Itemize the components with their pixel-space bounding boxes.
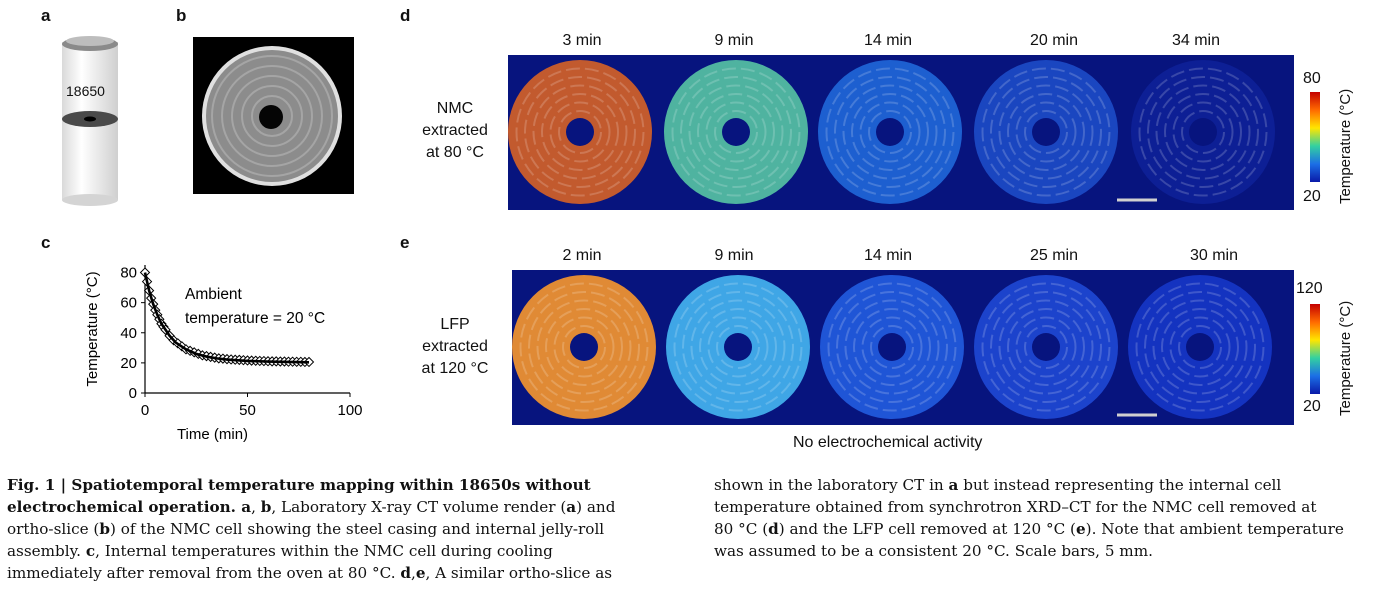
nmc-row-label-line: at 80 °C [426,144,484,161]
lfp-maps-svg [512,275,1272,419]
lfp-time-label: 30 min [1189,247,1239,264]
x-axis-label: Time (min) [177,426,248,443]
lfp-time-label: 9 min [714,247,754,264]
nmc-colorbar-max: 80 [1303,70,1321,87]
nmc-time-label: 34 min [1171,32,1221,49]
lfp-row-label: LFP extracted at 120 °C [405,314,505,380]
panel-label-e: e [400,233,410,252]
nmc-time-label: 20 min [1029,32,1079,49]
temperature-map-disc [1128,275,1272,419]
y-tick-label: 80 [120,265,137,282]
temperature-map-disc [1131,60,1275,204]
ambient-annotation: temperature = 20 °C [185,310,325,327]
caption-line: Fig. 1 | Spatiotemporal temperature mapp… [7,476,591,494]
cell-label: 18650 [66,83,105,99]
caption-line: assembly. c, Internal temperatures withi… [7,542,553,560]
panel-label-b: b [176,6,187,25]
nmc-row-label-line: extracted [422,122,488,139]
nmc-temperature-maps [508,55,1294,210]
caption-line: 80 °C (d) and the LFP cell removed at 12… [714,520,1344,538]
caption-left: Fig. 1 | Spatiotemporal temperature mapp… [7,474,657,584]
caption-line: shown in the laboratory CT in a but inst… [714,476,1282,494]
lfp-time-label: 2 min [562,247,602,264]
lfp-time-label: 25 min [1029,247,1079,264]
lfp-time-label: 14 min [863,247,913,264]
lfp-temperature-maps [512,270,1294,425]
y-tick-label: 20 [120,355,137,372]
caption-line: was assumed to be a consistent 20 °C. Sc… [714,542,1153,560]
caption-line: ortho-slice (b) of the NMC cell showing … [7,520,605,538]
nmc-row-label: NMC extracted at 80 °C [405,98,505,164]
y-tick-label: 0 [129,385,137,402]
nmc-time-label: 14 min [863,32,913,49]
panel-label-d: d [400,6,411,25]
ambient-annotation: Ambient [185,286,243,303]
panel-label-a: a [41,6,51,25]
ortho-slice-image [193,37,354,194]
temperature-map-disc [974,275,1118,419]
temperature-map-disc [512,275,656,419]
lfp-row-label-line: extracted [422,338,488,355]
lfp-footer-text: No electrochemical activity [793,434,983,451]
lfp-row-label-line: LFP [440,316,470,333]
nmc-colorbar [1310,92,1320,182]
x-tick-label: 50 [239,402,256,419]
temperature-map-disc [820,275,964,419]
x-tick-label: 0 [141,402,149,419]
caption-line: immediately after removal from the oven … [7,564,613,582]
lfp-colorbar-min: 20 [1303,398,1321,415]
caption-right: shown in the laboratory CT in a but inst… [714,474,1364,562]
temperature-map-disc [666,275,810,419]
cooling-chart: 0 20 40 60 80 0 50 100 Time (min) Temperature (°C… [84,265,363,443]
nmc-colorbar-min: 20 [1303,188,1321,205]
y-tick-label: 40 [120,325,137,342]
temperature-map-disc [974,60,1118,204]
nmc-row-label-line: NMC [436,100,474,117]
nmc-time-label: 9 min [714,32,754,49]
temperature-map-disc [818,60,962,204]
nmc-colorbar-title: Temperature (°C) [1337,88,1354,204]
temperature-map-disc [664,60,808,204]
y-tick-label: 60 [120,295,137,312]
cell-render-image [62,36,118,206]
lfp-colorbar [1310,304,1320,394]
lfp-colorbar-max: 120 [1296,280,1323,297]
fit-line [143,272,310,364]
nmc-time-label: 3 min [562,32,602,49]
lfp-colorbar-title: Temperature (°C) [1337,300,1354,416]
lfp-row-label-line: at 120 °C [421,360,489,377]
nmc-maps-svg [508,60,1275,204]
temperature-map-disc [508,60,652,204]
caption-line: electrochemical operation. a, b, Laborat… [7,498,616,516]
y-axis-label: Temperature (°C) [84,271,101,386]
caption-line: temperature obtained from synchrotron XR… [714,498,1317,516]
panel-label-c: c [41,233,51,252]
x-tick-label: 100 [337,402,362,419]
